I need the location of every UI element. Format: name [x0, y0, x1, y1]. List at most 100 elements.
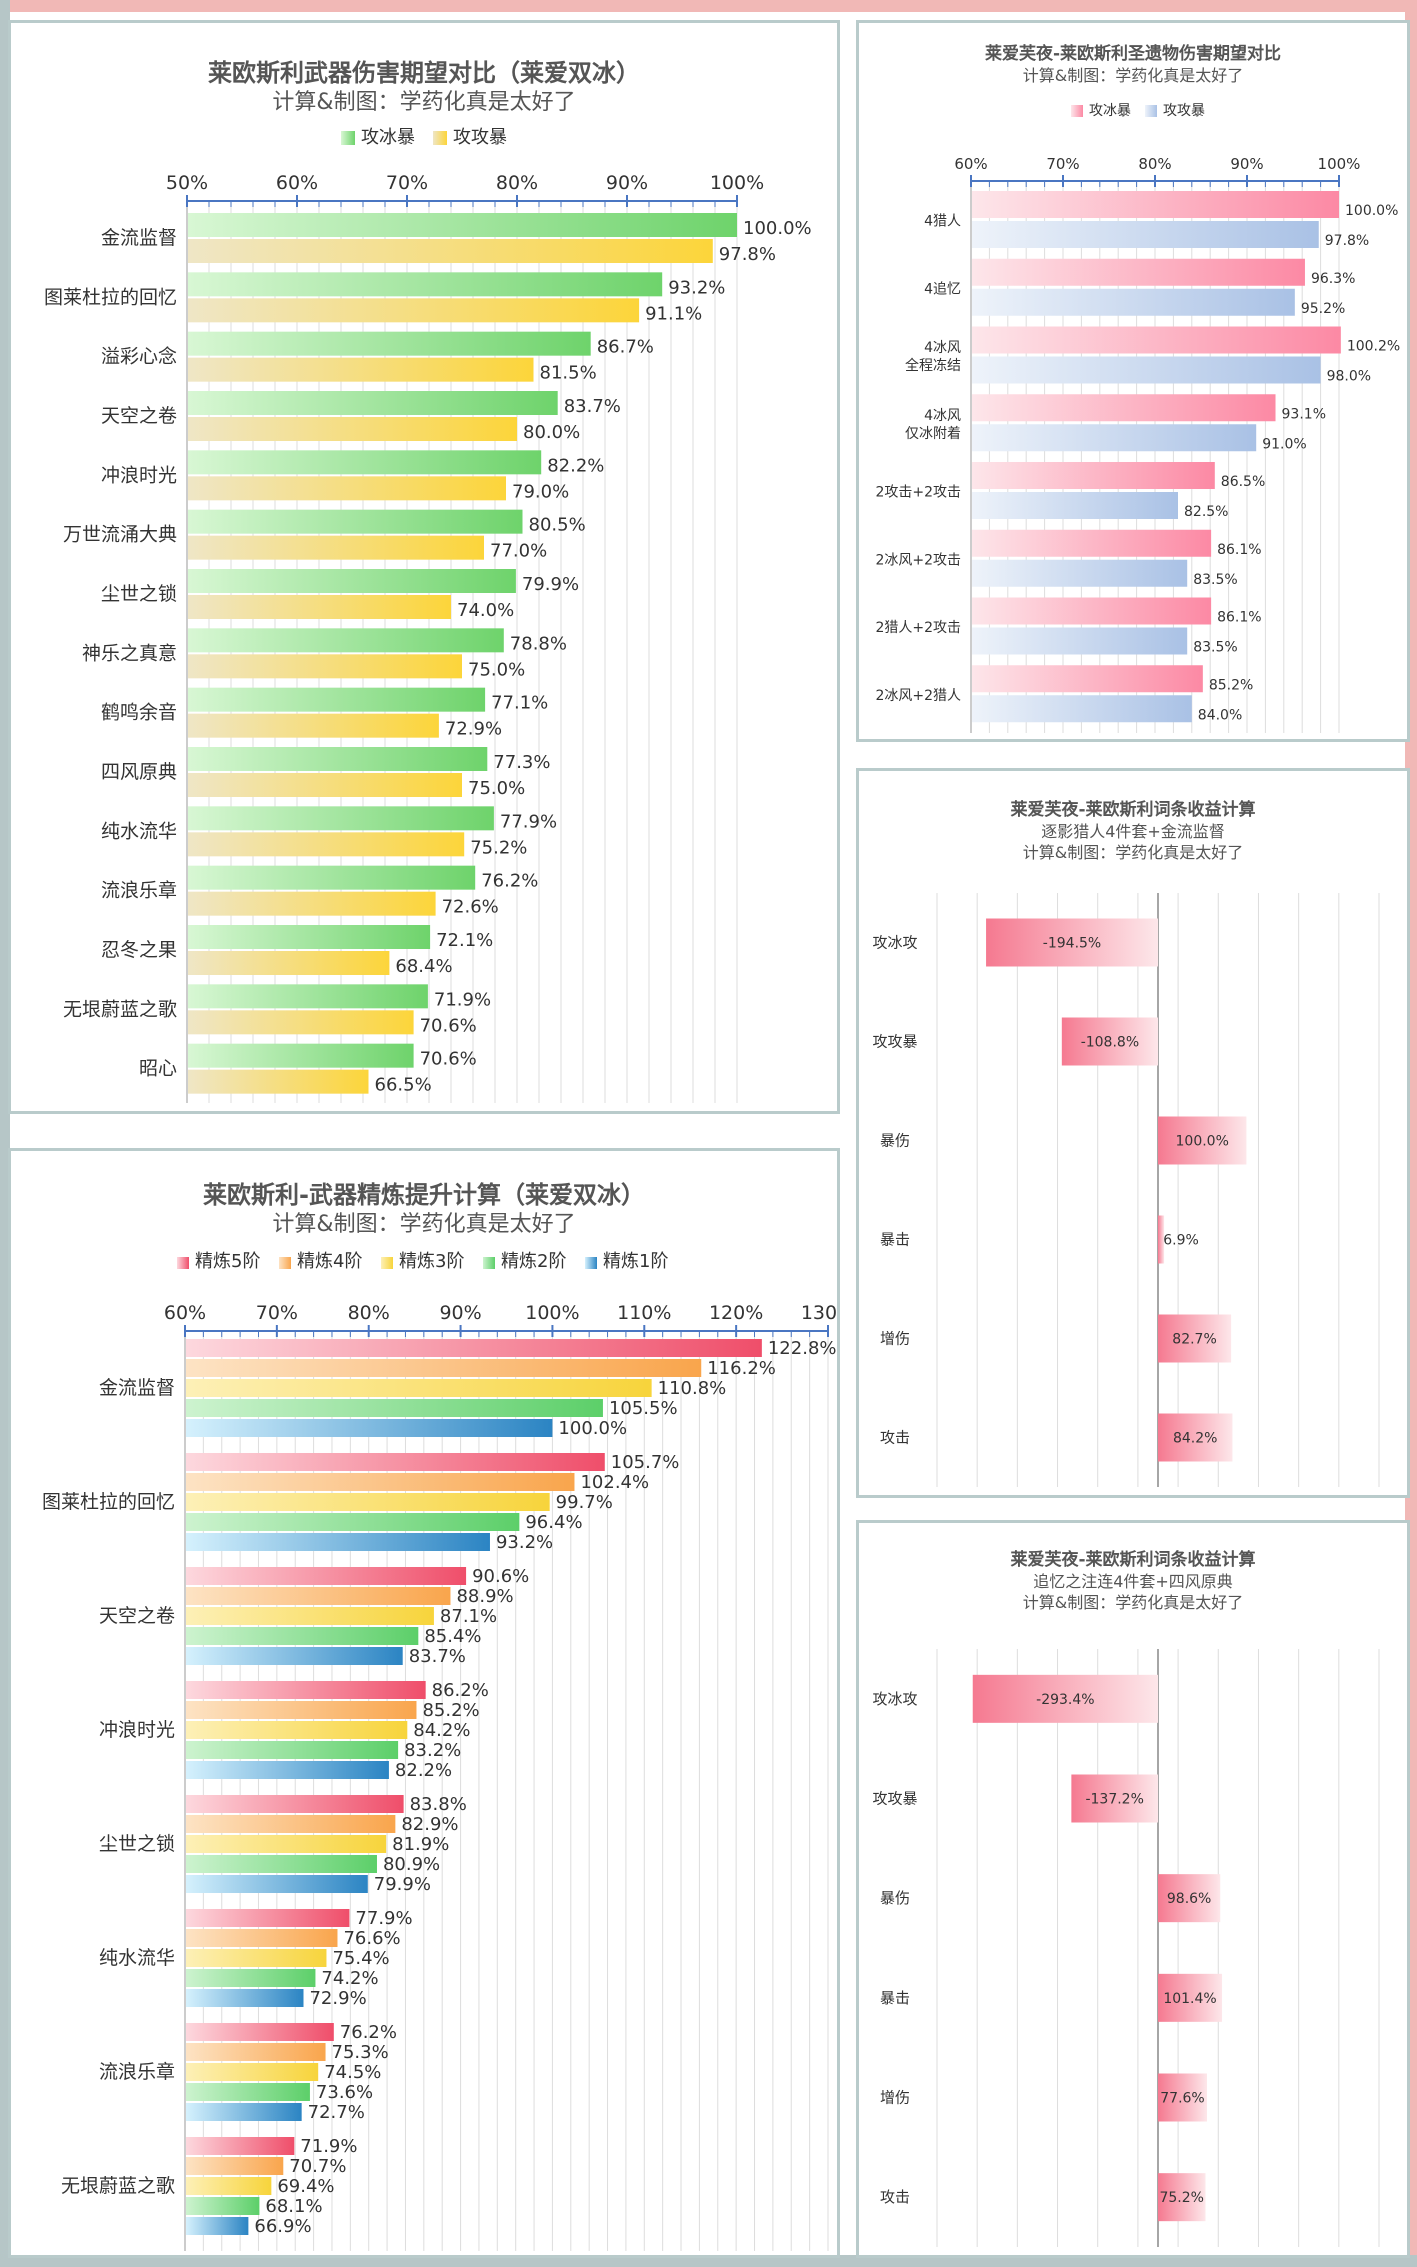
x-tick-label: 80% — [348, 1302, 390, 1324]
bar — [188, 476, 506, 501]
bar-value-label: 101.4% — [1163, 1991, 1216, 2007]
x-tick-label: 120% — [709, 1302, 763, 1324]
x-tick-label: 70% — [386, 172, 428, 194]
bar-value-label: 81.5% — [540, 363, 597, 384]
bar-value-label: 81.9% — [392, 1834, 449, 1855]
category-label: 攻攻暴 — [872, 1033, 917, 1051]
bar — [186, 2103, 302, 2121]
legend-label: 攻冰暴 — [1089, 103, 1131, 119]
chart-title: 莱欧斯利武器伤害期望对比（莱爱双冰） — [208, 59, 640, 87]
x-tick-label: 90% — [439, 1302, 481, 1324]
bar-value-label: 97.8% — [1325, 233, 1369, 249]
category-label: 4猎人 — [924, 214, 961, 230]
bar — [188, 417, 517, 441]
x-tick-label: 130% — [801, 1302, 837, 1324]
stat-gain-chart-hunter: 莱爱芙夜-莱欧斯利词条收益计算逐影猎人4件套+金流监督计算&制图：学药化真是太好… — [872, 799, 1380, 1487]
x-tick-label: 100% — [710, 172, 764, 194]
bar — [1071, 1774, 1158, 1823]
category-label: 暴击 — [880, 1989, 910, 2007]
x-tick-label: 80% — [1138, 155, 1171, 173]
x-tick-label: 100% — [525, 1302, 579, 1324]
bar — [188, 357, 534, 382]
legend-swatch — [1145, 105, 1157, 117]
x-tick-label: 50% — [166, 172, 208, 194]
category-label: 万世流涌大典 — [63, 524, 177, 546]
bar — [186, 1419, 553, 1437]
chart-title: 莱爱芙夜-莱欧斯利词条收益计算 — [1010, 1549, 1255, 1570]
bar — [188, 713, 439, 738]
category-label: 无垠蔚蓝之歌 — [63, 998, 177, 1020]
bar — [186, 1701, 417, 1719]
bar-value-label: 82.2% — [547, 455, 604, 476]
bar-value-label: 70.6% — [420, 1049, 477, 1070]
category-label: 2猎人+2攻击 — [875, 620, 961, 636]
bar — [186, 1909, 350, 1927]
bar — [972, 665, 1203, 693]
bar — [186, 1647, 403, 1665]
category-label: 忍冬之果 — [101, 939, 177, 961]
bar-value-label: 82.2% — [395, 1760, 452, 1781]
category-label: 溢彩心念 — [101, 345, 177, 368]
category-label: 金流监督 — [99, 1377, 175, 1399]
bar — [186, 1929, 338, 1947]
category-label: 四风原典 — [101, 761, 177, 783]
bar-value-label: 77.3% — [493, 752, 550, 773]
bar — [186, 2177, 272, 2195]
bar — [186, 1453, 605, 1471]
bar-value-label: 83.7% — [564, 396, 621, 417]
bar-value-label: 76.6% — [343, 1928, 400, 1949]
bar — [1158, 2073, 1207, 2122]
bar-value-label: 85.2% — [422, 1700, 479, 1721]
legend-swatch — [177, 1257, 189, 1269]
bar — [972, 627, 1188, 655]
bar — [186, 1815, 396, 1833]
category-label: 纯水流华 — [101, 820, 177, 842]
refine-chart-panel: 莱欧斯利-武器精炼提升计算（莱爱双冰） 计算&制图：学药化真是太好了 精炼5阶 精炼4… — [8, 1148, 840, 2258]
bar — [1158, 1413, 1233, 1462]
bar-value-label: 100.0% — [1345, 203, 1398, 219]
category-label: 攻冰攻 — [872, 1690, 917, 1708]
bar-value-label: 79.9% — [374, 1874, 431, 1895]
bar — [972, 394, 1276, 422]
bar — [186, 1681, 426, 1699]
category-label: 图莱杜拉的回忆 — [42, 1491, 175, 1513]
bar — [188, 747, 488, 771]
bar — [188, 509, 523, 534]
bar-value-label: 83.2% — [404, 1740, 461, 1761]
legend-swatch — [433, 131, 447, 145]
bar-value-label: 91.1% — [645, 303, 702, 324]
category-label: 全程冻结 — [905, 357, 961, 374]
bar — [188, 687, 486, 712]
stat-gain-chart-shimenawa: 莱爱芙夜-莱欧斯利词条收益计算追忆之注连4件套+四风原典计算&制图：学药化真是太… — [872, 1549, 1380, 2247]
bar — [186, 2157, 284, 2175]
bar-value-label: 80.0% — [523, 422, 580, 443]
legend-swatch — [341, 131, 355, 145]
deco-stripe — [0, 2255, 1417, 2267]
bar-value-label: 86.1% — [1217, 542, 1261, 558]
category-label: 流浪乐章 — [101, 880, 177, 902]
bar — [972, 1674, 1158, 1723]
bar-value-label: 76.2% — [481, 871, 538, 892]
chart-title: 莱爱芙夜-莱欧斯利圣遗物伤害期望对比 — [985, 43, 1281, 64]
x-tick-label: 110% — [617, 1302, 671, 1324]
bar-value-label: 72.6% — [442, 897, 499, 918]
bar-value-label: 72.1% — [436, 930, 493, 951]
bar-value-label: 86.2% — [432, 1680, 489, 1701]
chart-subtitle: 计算&制图：学药化真是太好了 — [1023, 66, 1243, 85]
bar — [972, 191, 1339, 218]
bar-value-label: 66.9% — [254, 2216, 311, 2237]
bar-value-label: 82.7% — [1172, 1332, 1216, 1348]
bar — [186, 1721, 408, 1739]
bar — [1158, 1973, 1223, 2022]
bar — [188, 450, 542, 475]
bar-value-label: 77.1% — [491, 693, 548, 714]
x-tick-label: 80% — [496, 172, 538, 194]
chart-subtitle: 计算&制图：学药化真是太好了 — [272, 1212, 575, 1237]
bar-value-label: 75.2% — [470, 837, 527, 858]
x-tick-label: 60% — [164, 1302, 206, 1324]
bar-value-label: 90.6% — [472, 1566, 529, 1587]
bar-value-label: 105.5% — [609, 1398, 678, 1419]
bar-value-label: 75.2% — [1159, 2190, 1203, 2206]
bar — [186, 1627, 419, 1645]
legend-swatch — [381, 1257, 393, 1269]
